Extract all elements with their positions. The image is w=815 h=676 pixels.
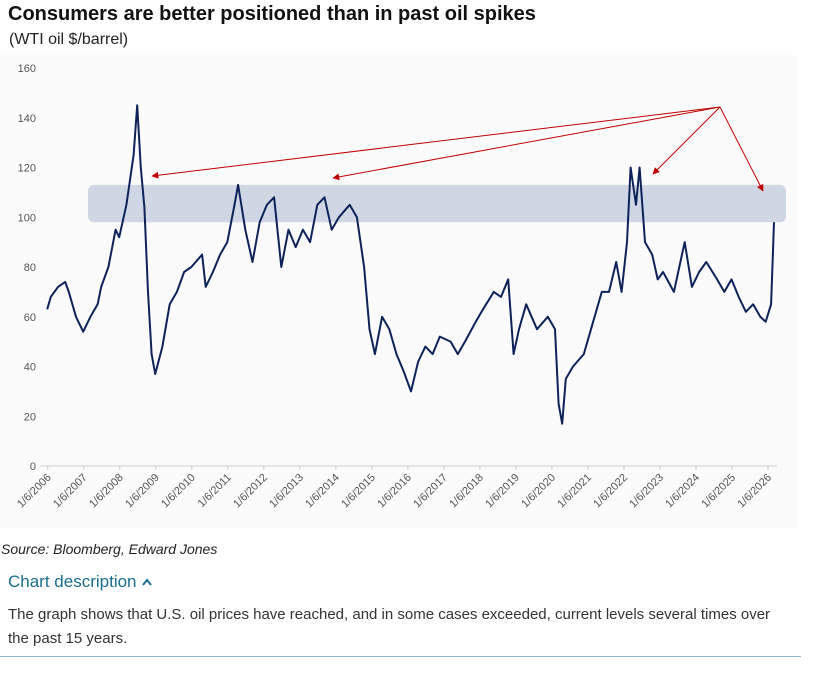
plot-background	[0, 55, 797, 528]
y-tick-label: 160	[18, 63, 36, 75]
description-title[interactable]: Chart description	[8, 572, 137, 591]
arrow	[332, 106, 721, 181]
arrow	[652, 106, 721, 175]
highlight-band	[88, 184, 786, 223]
y-tick-label: 100	[18, 212, 36, 224]
divider	[0, 656, 801, 657]
description-toggle[interactable]: Chart description	[8, 572, 153, 592]
arrows	[151, 106, 764, 192]
y-tick-label: 60	[24, 312, 36, 324]
description: The graph shows that U.S. oil prices hav…	[8, 606, 771, 647]
y-tick-label: 20	[24, 411, 36, 423]
arrow	[719, 106, 764, 192]
y-tick-label: 0	[30, 461, 36, 473]
y-tick-label: 80	[24, 262, 36, 274]
arrow	[151, 106, 721, 179]
chart-title: Consumers are better positioned than in …	[8, 3, 536, 25]
source: Source: Bloomberg, Edward Jones	[1, 541, 218, 557]
chart: Consumers are better positioned than in …	[0, 3, 797, 528]
chevron-icon	[142, 578, 153, 586]
y-tick-label: 120	[18, 163, 36, 175]
y-tick-label: 40	[24, 362, 36, 374]
chart-subtitle: (WTI oil $/barrel)	[9, 31, 128, 48]
y-tick-label: 140	[18, 113, 36, 125]
price-line	[46, 104, 775, 425]
